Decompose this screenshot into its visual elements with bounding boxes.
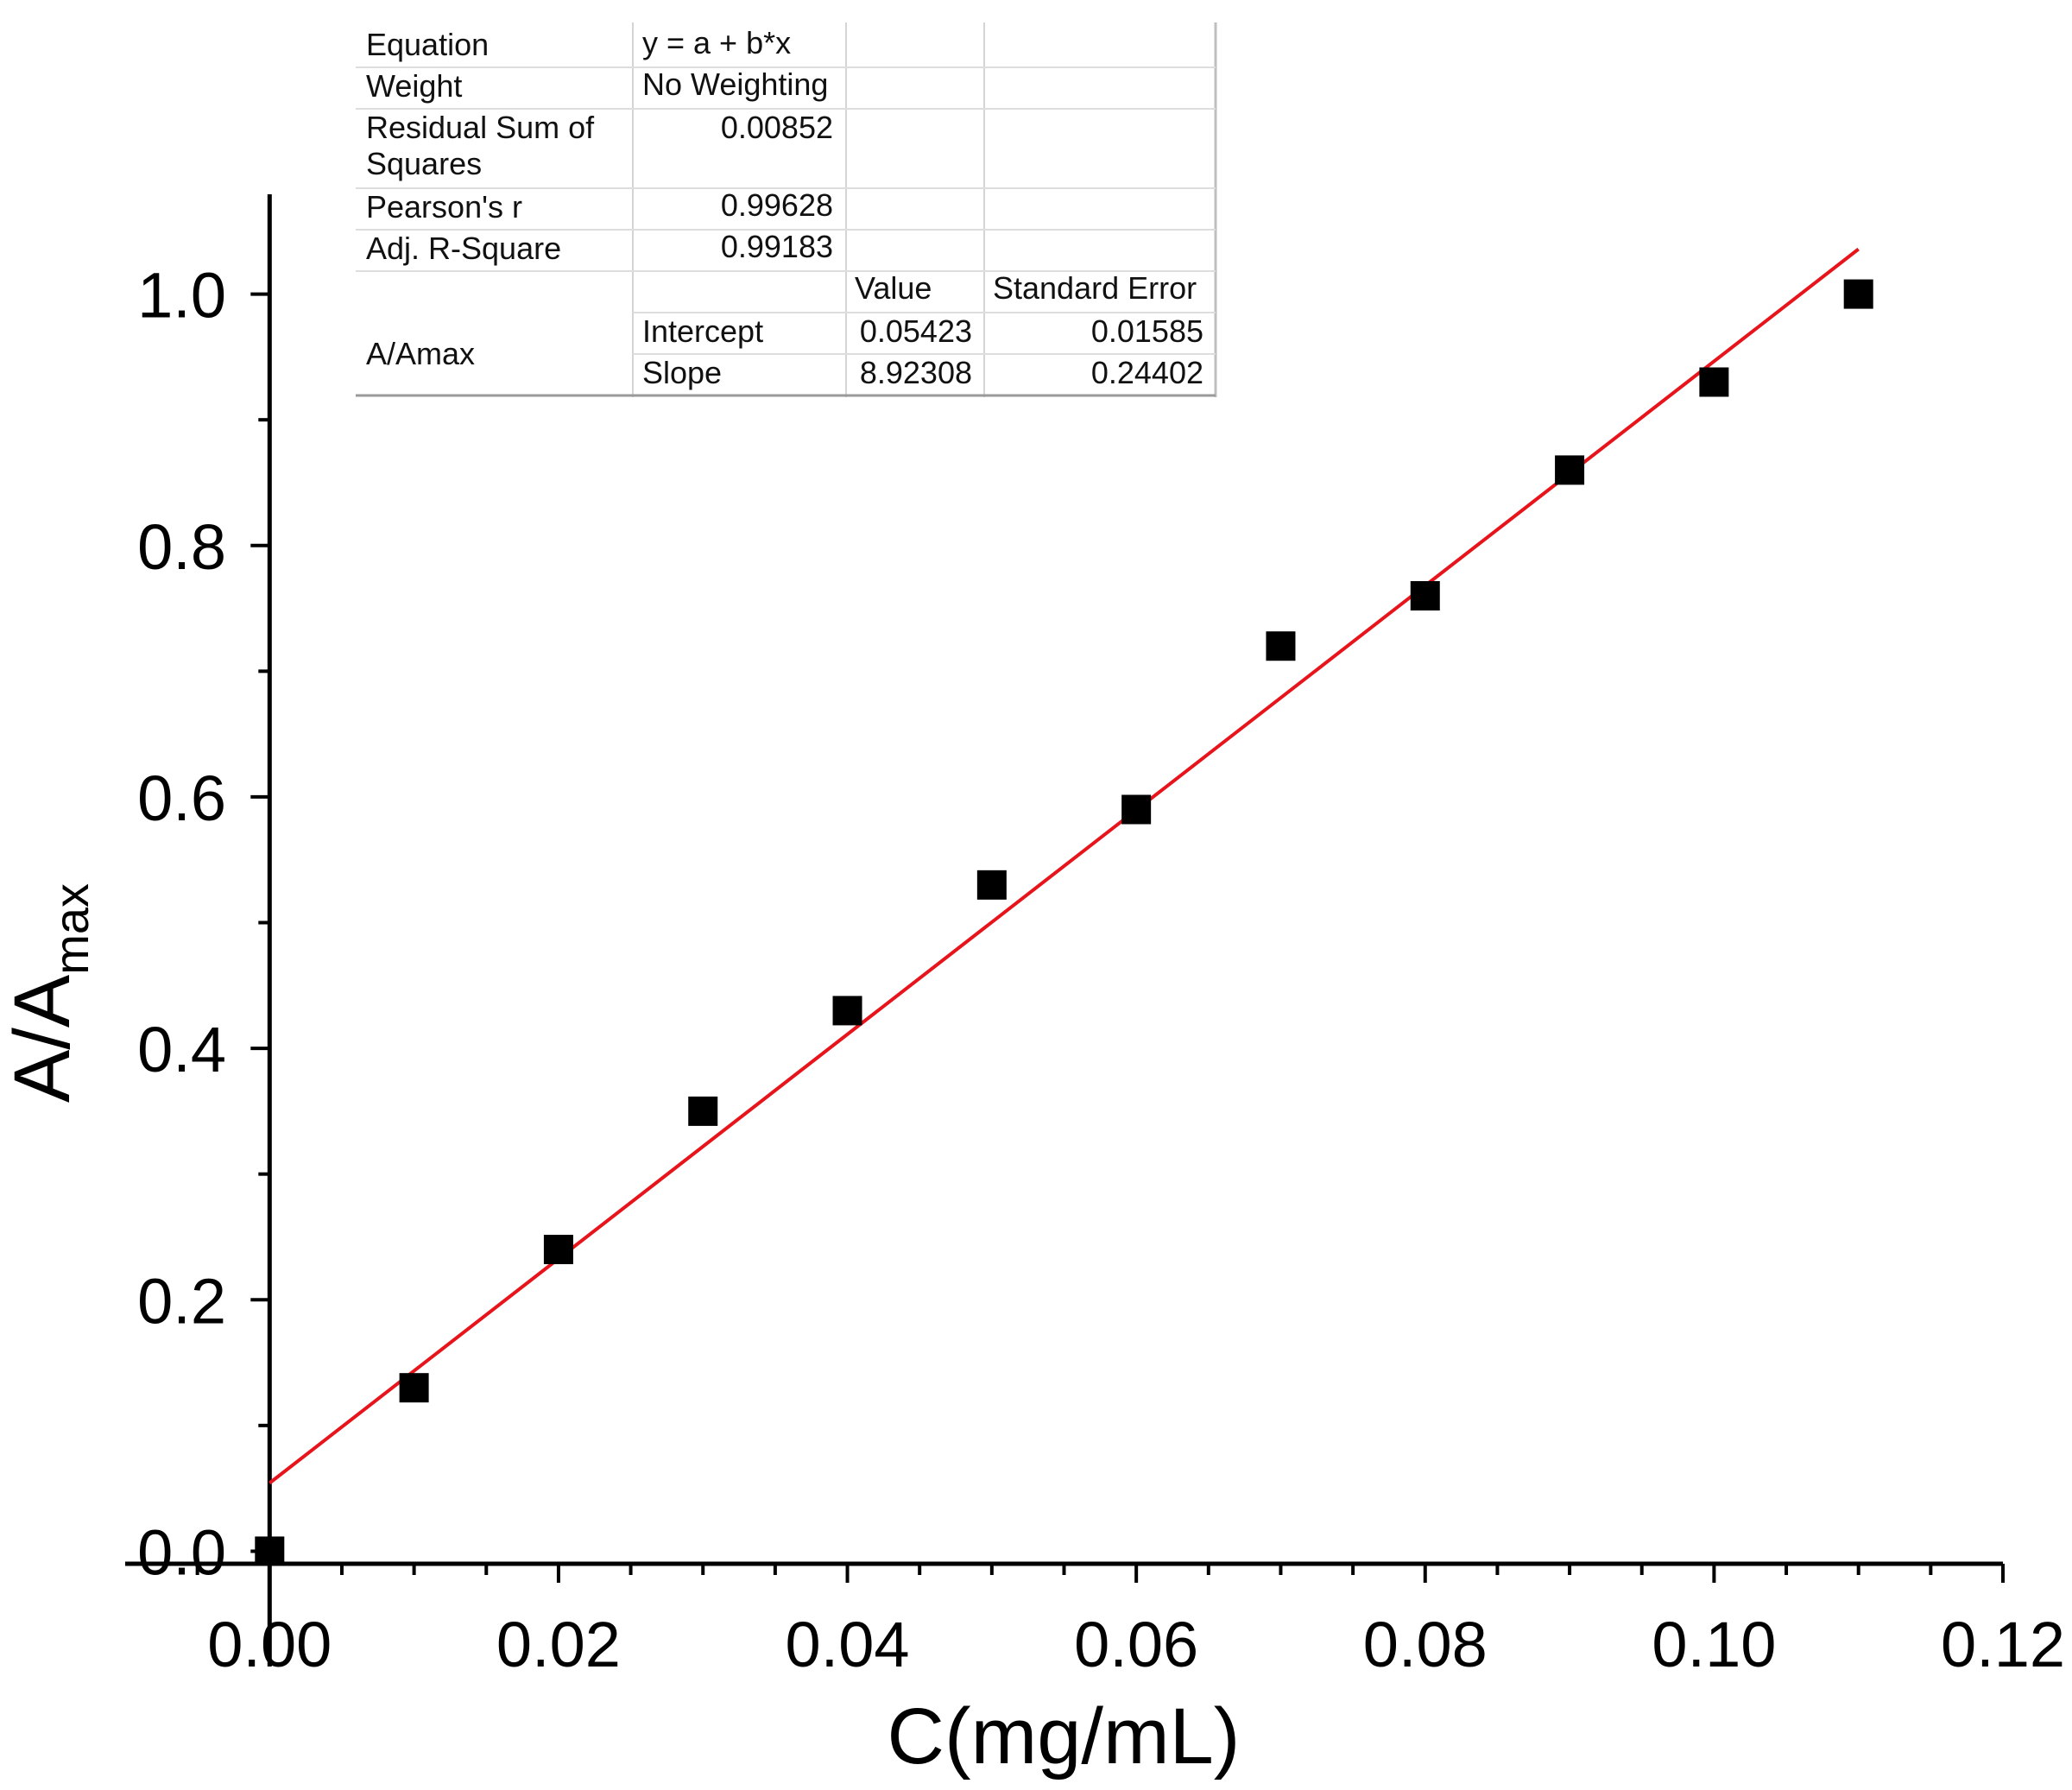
table-row-label: Residual Sum of bbox=[366, 110, 595, 145]
table-row-value: 0.99183 bbox=[721, 229, 833, 264]
table-row-label: Weight bbox=[366, 68, 462, 104]
y-tick-label: 0.8 bbox=[137, 511, 226, 583]
table-row-label-line2: Squares bbox=[366, 146, 482, 181]
param-value: 0.05423 bbox=[860, 313, 972, 349]
table-background bbox=[356, 22, 1217, 397]
y-tick-label: 0.6 bbox=[137, 762, 226, 834]
param-group-label: A/Amax bbox=[366, 336, 475, 371]
table-row-value: 0.99628 bbox=[721, 187, 833, 223]
data-point bbox=[399, 1373, 429, 1403]
y-tick-label: 0.0 bbox=[137, 1516, 226, 1588]
fit-results-table: Equation y = a + b*x Weight No Weighting… bbox=[356, 22, 1217, 397]
axes: 0.00 0.02 0.04 0.06 0.08 0.10 0.12 0.00.20.40.… bbox=[125, 194, 2065, 1680]
y-axis-title-subscript: max bbox=[44, 883, 98, 975]
y-tick-label: 1.0 bbox=[137, 260, 226, 332]
x-ticks: 0.00 0.02 0.04 0.06 0.08 0.10 0.12 bbox=[195, 1564, 2065, 1680]
param-header-error: Standard Error bbox=[993, 270, 1197, 306]
data-point bbox=[543, 1235, 573, 1265]
table-row-value: y = a + b*x bbox=[642, 25, 791, 60]
y-ticks: 0.0 0.2 0.4 0.6 0.8 1.0 bbox=[137, 260, 270, 1588]
y-tick-label: 0.4 bbox=[137, 1014, 226, 1085]
x-tick-label: 0.12 bbox=[1941, 1609, 2065, 1680]
data-point bbox=[1410, 580, 1440, 610]
x-tick-label: 0.00 bbox=[207, 1609, 332, 1680]
param-error: 0.01585 bbox=[1091, 313, 1203, 349]
x-tick-label: 0.08 bbox=[1363, 1609, 1488, 1680]
table-row-label: Pearson's r bbox=[366, 189, 522, 225]
fit-layer bbox=[268, 247, 1860, 1485]
y-axis-title-main: A/A bbox=[0, 974, 86, 1103]
data-point bbox=[1266, 631, 1296, 661]
x-tick-label: 0.10 bbox=[1652, 1609, 1776, 1680]
fit-line bbox=[268, 247, 1860, 1485]
data-point bbox=[1699, 367, 1729, 397]
param-value: 8.92308 bbox=[860, 355, 972, 390]
table-row-label: Equation bbox=[366, 27, 489, 62]
data-point bbox=[1555, 455, 1585, 485]
param-header-value: Value bbox=[855, 270, 932, 306]
data-point bbox=[1843, 279, 1873, 309]
x-axis-title: C(mg/mL) bbox=[888, 1692, 1241, 1781]
x-tick-label: 0.04 bbox=[786, 1609, 910, 1680]
data-point bbox=[1121, 794, 1152, 825]
table-row-label: Adj. R-Square bbox=[366, 231, 561, 266]
param-name: Intercept bbox=[642, 313, 763, 349]
x-tick-label: 0.02 bbox=[496, 1609, 621, 1680]
param-error: 0.24402 bbox=[1091, 355, 1203, 390]
data-point bbox=[255, 1536, 285, 1566]
data-point bbox=[832, 996, 862, 1026]
data-points bbox=[255, 279, 1873, 1566]
y-axis-title: A/Amax bbox=[0, 883, 98, 1103]
table-row-value: 0.00852 bbox=[721, 110, 833, 145]
table-row-value: No Weighting bbox=[642, 66, 828, 102]
x-tick-label: 0.06 bbox=[1074, 1609, 1198, 1680]
data-point bbox=[976, 870, 1007, 900]
data-point bbox=[688, 1096, 718, 1126]
param-name: Slope bbox=[642, 355, 722, 390]
y-tick-label: 0.2 bbox=[137, 1265, 226, 1337]
